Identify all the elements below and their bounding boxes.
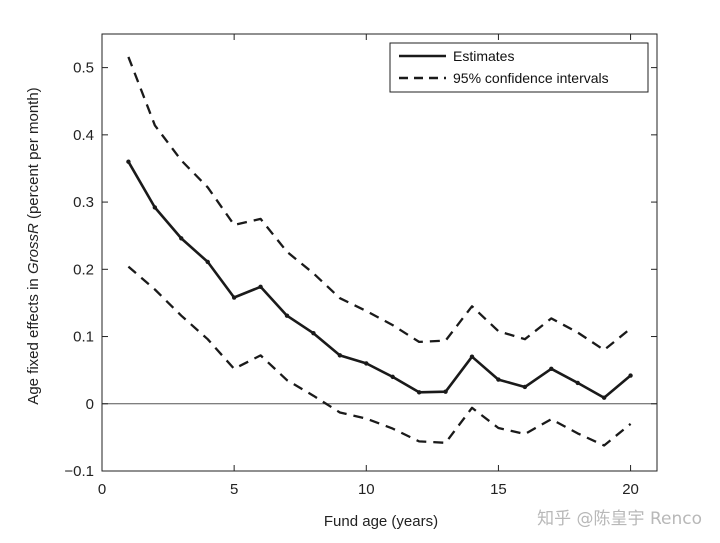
x-tick-label: 0 <box>98 481 106 498</box>
axis-ticks: 0 5 10 15 20−0.100.10.20.30.40.5 <box>64 34 657 498</box>
y-tick-label: 0.5 <box>73 60 94 77</box>
legend: Estimates 95% confidence intervals <box>389 42 649 93</box>
y-axis-label: Age fixed effects in GrossR (percent per… <box>25 87 42 404</box>
estimate-point <box>628 373 633 378</box>
estimate-point <box>152 205 158 210</box>
y-tick-label: 0.3 <box>73 194 94 211</box>
series-ci-upper-line <box>127 56 632 352</box>
estimate-point <box>284 313 290 318</box>
estimate-point <box>258 284 263 289</box>
estimate-point <box>337 353 343 358</box>
estimate-point <box>179 236 184 241</box>
estimate-point <box>522 384 528 390</box>
estimate-point <box>575 380 580 386</box>
x-tick-label: 15 <box>490 481 507 498</box>
estimate-point <box>390 374 395 380</box>
estimate-point <box>443 389 448 394</box>
watermark: 知乎 @陈皇宇 Renco <box>537 509 702 529</box>
estimate-point <box>311 330 316 336</box>
y-tick-label: −0.1 <box>64 463 94 480</box>
estimate-point <box>364 361 369 366</box>
estimate-point <box>601 395 607 400</box>
legend-label-ci: 95% confidence intervals <box>453 70 609 86</box>
estimate-point <box>549 366 554 372</box>
estimate-point <box>231 295 237 300</box>
y-tick-label: 0 <box>86 396 94 413</box>
x-tick-label: 5 <box>230 481 238 498</box>
series-lines <box>126 56 633 447</box>
x-tick-label: 20 <box>622 481 639 498</box>
x-axis-label: Fund age (years) <box>324 513 438 530</box>
estimate-point <box>205 259 210 265</box>
legend-label-estimates: Estimates <box>453 48 514 64</box>
estimate-point <box>469 354 475 359</box>
plot-frame <box>101 33 658 472</box>
legend-box <box>389 42 649 93</box>
estimate-point <box>126 159 131 164</box>
estimate-point <box>496 377 501 382</box>
y-tick-label: 0.4 <box>73 127 94 144</box>
y-tick-label: 0.2 <box>73 261 94 278</box>
y-tick-label: 0.1 <box>73 329 94 346</box>
series-estimates-line <box>127 161 632 400</box>
plot-border <box>101 33 658 472</box>
x-tick-label: 10 <box>358 481 375 498</box>
estimate-point <box>416 390 422 395</box>
series-ci-lower-line <box>127 265 632 447</box>
